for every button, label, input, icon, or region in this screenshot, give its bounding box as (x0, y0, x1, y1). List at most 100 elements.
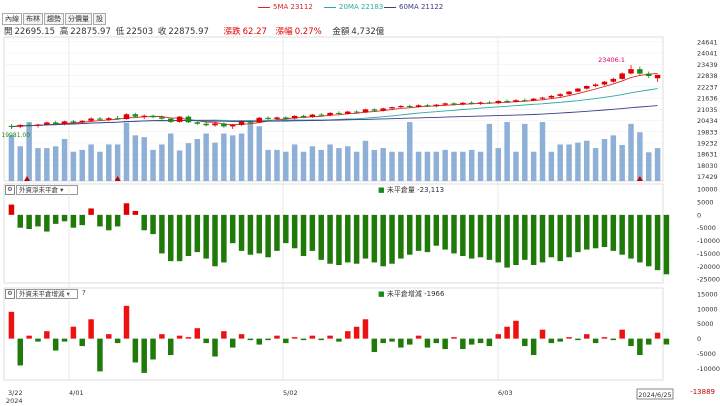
last-date-label: 2024/6/25 (638, 391, 671, 399)
volume-bar (468, 149, 475, 181)
panel2-select[interactable]: 外資淨未平倉 ▾ (16, 185, 78, 195)
panel2-settings-icon[interactable]: ⚙ (5, 185, 15, 195)
oi-bar (70, 214, 77, 228)
x-axis-year-label: 2024 (6, 397, 23, 405)
oi-change-bar (345, 331, 351, 339)
quote-bar: 開 22695.15 高 22875.97 低 22503 收 22875.97 漲跌 6… (4, 25, 386, 37)
candle-body (309, 114, 316, 118)
oi-change-bar (362, 319, 369, 339)
candle-body (592, 84, 599, 86)
panel2-title: ■ 未平倉量 -23,113 (378, 185, 444, 195)
oi-bar (539, 214, 546, 263)
panel3-title-value: -1966 (424, 290, 445, 298)
volume-bar (460, 151, 466, 181)
amount-value: 4,732億 (351, 27, 385, 37)
volume-bar (203, 133, 209, 181)
price-tick-label: 19232 (697, 139, 718, 147)
tab-4[interactable]: 分價量 (65, 13, 92, 25)
oi-bar (212, 214, 218, 267)
oi-change-bar (97, 338, 103, 372)
x-axis-label: 6/03 (498, 389, 513, 397)
volume-bar (513, 151, 519, 181)
candle-body (52, 122, 59, 124)
pct-label: 漲幅 (275, 27, 293, 37)
candle-body (460, 102, 466, 105)
x-axis-label: 3/22 (8, 389, 23, 397)
candle-body (212, 123, 218, 126)
volume-bar (150, 149, 156, 181)
oi-change-bar (291, 337, 298, 339)
oi-change-bar (247, 338, 254, 341)
tab-1[interactable]: 內線 (2, 13, 22, 25)
volume-bar (336, 148, 342, 181)
oi-change-bar (327, 335, 333, 339)
oi-change-tick-label: -5000 (697, 350, 716, 358)
oi-bar (52, 214, 59, 224)
candle-body (645, 73, 652, 77)
oi-change-bar (114, 338, 121, 344)
volume-bar (601, 138, 608, 181)
panel-frame-1 (3, 36, 664, 182)
volume-bar (327, 144, 333, 181)
volume-bar (353, 151, 360, 181)
volume-bar (274, 149, 280, 181)
oi-change-bar (575, 338, 581, 341)
candle-body (176, 116, 183, 122)
volume-bar (194, 138, 201, 181)
panel3-select[interactable]: 外資未平倉增減 ▾ (16, 289, 78, 299)
tab-settings[interactable]: 設 (93, 13, 106, 25)
oi-change-bar (477, 338, 484, 344)
panel3-help-icon[interactable]: ? (82, 289, 86, 297)
candle-body (637, 69, 643, 74)
candle-body (566, 91, 572, 95)
volume-bar (26, 122, 32, 181)
oi-tick-label: -15000 (697, 250, 720, 258)
oi-bar (362, 214, 369, 259)
candle-body (415, 105, 422, 107)
candle-body (238, 121, 245, 125)
x-axis-label: 5/02 (283, 389, 298, 397)
oi-change-bar (557, 338, 563, 342)
high-value: 22875.97 (70, 27, 111, 37)
pct-value: 0.27% (294, 27, 322, 37)
oi-change-bar (592, 338, 599, 344)
oi-bar (35, 214, 41, 227)
amount-label: 金額 (332, 27, 350, 37)
oi-change-bar (389, 338, 395, 342)
oi-bar (256, 214, 263, 254)
oi-bar (619, 214, 625, 255)
candle-body (575, 88, 581, 92)
panel3-settings-icon[interactable]: ⚙ (5, 289, 15, 299)
volume-bar (557, 144, 563, 181)
candle-body (26, 124, 32, 126)
oi-bar (291, 214, 298, 249)
oi-change-bar (318, 338, 324, 341)
oi-bar (221, 214, 227, 263)
volume-bar (79, 149, 85, 181)
oi-change-bar (79, 338, 85, 347)
tab-3[interactable]: 趨勢 (44, 13, 64, 25)
oi-bar (106, 214, 112, 231)
change-value: 62.27 (242, 27, 267, 37)
oi-change-bar (185, 337, 192, 339)
bottom-right-value: -13889 (690, 388, 715, 396)
oi-bar (460, 214, 466, 256)
oi-change-bar (486, 338, 493, 347)
oi-bar (168, 214, 174, 262)
panel-frame-2 (3, 183, 664, 284)
chart-tabs: 內線 布林 趨勢 分價量 設 (2, 13, 107, 25)
panel2-title-label: 未平倉量 (386, 186, 415, 194)
oi-bar (513, 214, 519, 265)
oi-bar (176, 214, 183, 262)
oi-bar (44, 214, 50, 232)
last-date-box (636, 388, 674, 400)
tab-2[interactable]: 布林 (23, 13, 43, 25)
volume-bar (88, 144, 94, 181)
price-tick-label: 19833 (697, 128, 718, 136)
oi-change-bar (17, 338, 24, 366)
candle-body (256, 117, 263, 123)
price-tick-label: 18030 (697, 162, 718, 170)
oi-bar (424, 214, 431, 253)
oi-bar (522, 214, 528, 260)
oi-bar (486, 214, 493, 260)
